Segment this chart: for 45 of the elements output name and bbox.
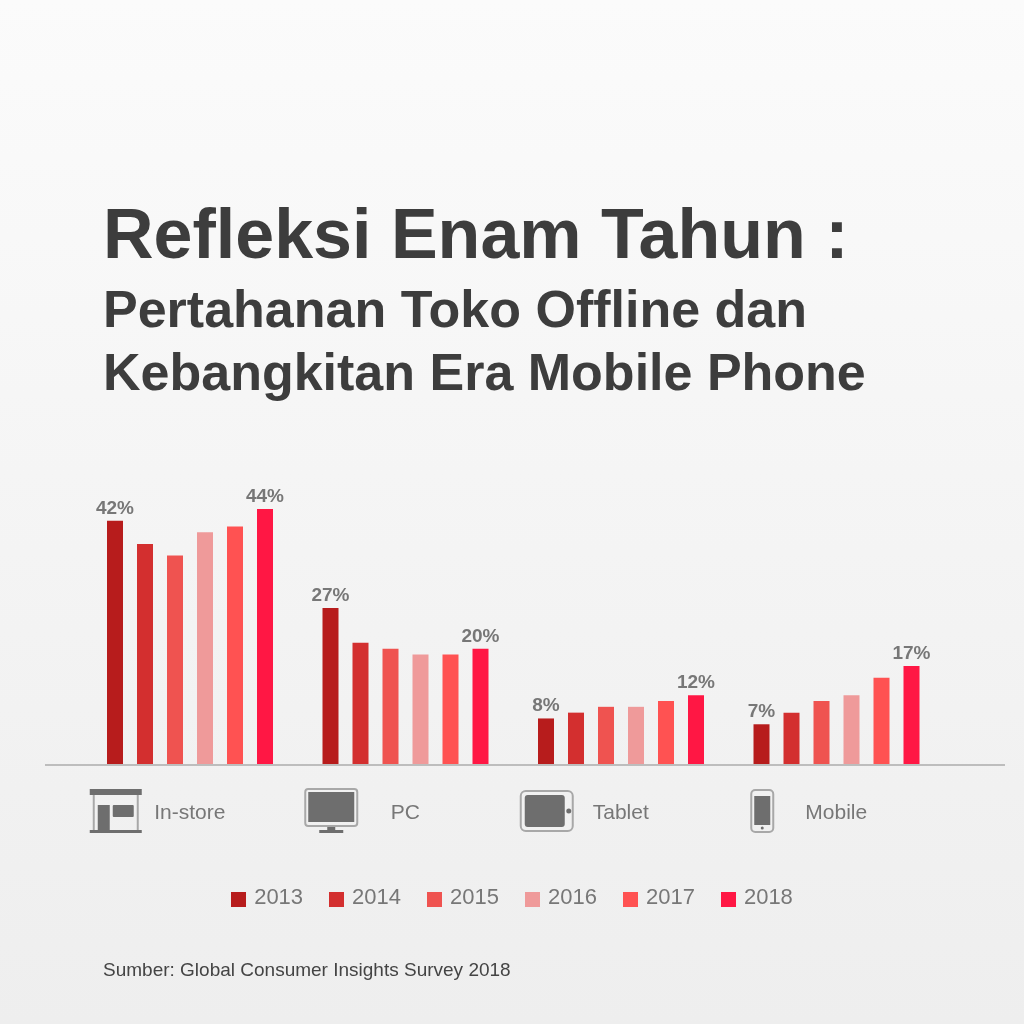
data-label: 44% — [245, 485, 285, 506]
bar — [412, 654, 429, 765]
x-tick-label: Tablet — [592, 800, 649, 823]
bar — [472, 648, 489, 765]
bar — [257, 509, 273, 765]
bar — [197, 532, 213, 765]
bar — [628, 706, 644, 765]
data-label: 17% — [892, 642, 931, 664]
data-label: 12% — [676, 671, 716, 693]
bar — [688, 695, 704, 765]
x-tick-label: PC — [390, 800, 420, 823]
data-label: 8% — [532, 694, 560, 716]
bar — [538, 718, 554, 765]
data-label: 7% — [747, 700, 776, 722]
bar — [753, 724, 770, 765]
bar — [352, 642, 369, 765]
legend-label: 2017 — [645, 884, 695, 909]
x-tick-label: In-store — [154, 800, 226, 823]
bar — [783, 712, 800, 765]
data-label: 20% — [461, 624, 500, 646]
bar — [442, 654, 459, 765]
bar — [227, 526, 243, 765]
bar — [873, 677, 890, 765]
bar — [322, 607, 339, 765]
bar — [137, 543, 153, 765]
chart-title: Refleksi Enam Tahun : — [103, 195, 849, 273]
legend-label: 2015 — [450, 884, 499, 909]
bar — [107, 520, 123, 765]
x-tick-label: Mobile — [805, 800, 868, 823]
bar — [658, 701, 674, 765]
bar — [382, 648, 399, 765]
bar — [843, 695, 860, 765]
data-label: 27% — [311, 583, 350, 605]
legend-label: 2018 — [743, 884, 793, 909]
bar — [598, 706, 614, 765]
data-label: 42% — [95, 496, 135, 518]
legend-label: 2014 — [352, 884, 402, 909]
legend-label: 2016 — [548, 884, 597, 909]
bar — [903, 666, 920, 765]
bar — [568, 712, 584, 765]
bar — [813, 701, 830, 765]
legend-label: 2013 — [254, 884, 304, 909]
chart-subtitle: Pertahanan Toko Offline dan Kebangkitan Era Mobile Phone — [103, 279, 867, 403]
bar — [167, 555, 183, 765]
text: Sumber: Global Consumer Insights Survey 2018 — [103, 958, 511, 982]
